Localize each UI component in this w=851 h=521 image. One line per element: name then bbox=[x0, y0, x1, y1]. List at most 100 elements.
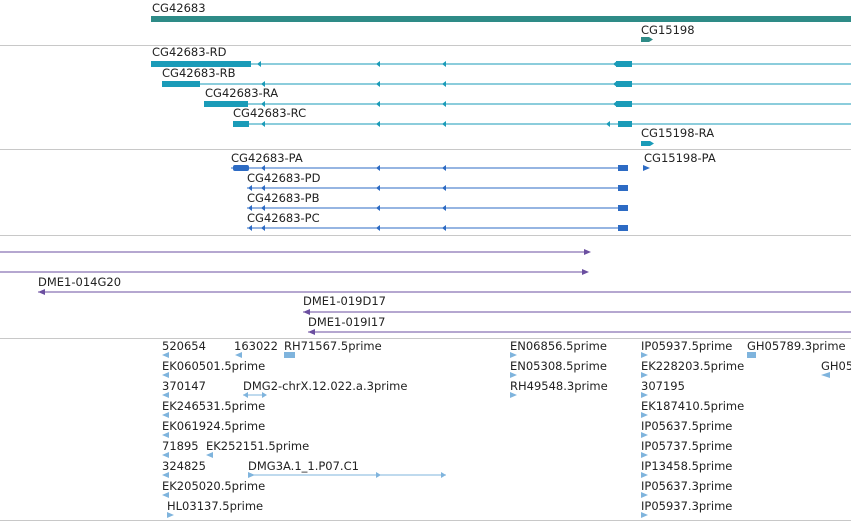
clone-label: DME1-014G20 bbox=[38, 275, 121, 289]
clone-track: DME1-014G20 DME1-019D17 DME1-019I17 bbox=[0, 249, 851, 335]
est-label: IP05637.3prime bbox=[641, 479, 732, 493]
est-feature[interactable] bbox=[641, 372, 648, 378]
est-feature[interactable] bbox=[747, 352, 756, 358]
transcript-label: CG15198-RA bbox=[641, 126, 714, 140]
protein-label: CG42683-PC bbox=[247, 211, 320, 225]
est-label: HL03137.5prime bbox=[167, 499, 263, 513]
est-feature[interactable] bbox=[510, 352, 517, 358]
exon-block[interactable] bbox=[233, 121, 249, 127]
gene-feature[interactable]: CG42683 bbox=[151, 1, 851, 22]
cds-block[interactable] bbox=[233, 165, 249, 171]
exon-block[interactable] bbox=[641, 141, 650, 146]
est-feature[interactable] bbox=[167, 512, 174, 518]
est-label: 520654 bbox=[162, 339, 206, 353]
strand-arrow-icon bbox=[643, 165, 650, 171]
exon-block[interactable] bbox=[204, 101, 248, 107]
exon-block[interactable] bbox=[618, 121, 632, 127]
est-feature[interactable] bbox=[162, 492, 169, 498]
strand-arrow-icon bbox=[650, 141, 654, 146]
transcript-label: CG42683-RC bbox=[233, 106, 306, 120]
est-label: GH05789.3prime bbox=[747, 339, 846, 353]
est-label: DMG2-chrX.12.022.a.3prime bbox=[243, 379, 407, 393]
est-label: IP05737.5prime bbox=[641, 439, 732, 453]
transcript-feature[interactable]: CG42683-RA bbox=[204, 86, 851, 107]
est-feature[interactable] bbox=[235, 352, 242, 358]
est-track: 520654 163022 RH71567.5prime EN06856.5pr… bbox=[162, 339, 851, 518]
strand-arrow-icon bbox=[649, 37, 653, 42]
exon-block[interactable] bbox=[616, 81, 632, 87]
est-label: EK246531.5prime bbox=[162, 399, 265, 413]
cds-block[interactable] bbox=[618, 225, 628, 231]
est-feature[interactable] bbox=[243, 392, 267, 398]
est-feature[interactable] bbox=[641, 472, 648, 478]
gene-track: CG42683 CG15198 bbox=[151, 1, 851, 42]
est-feature[interactable] bbox=[510, 392, 517, 398]
protein-track: CG42683-PA CG15198-PA CG42683-PD CG42683… bbox=[231, 151, 716, 231]
est-feature[interactable] bbox=[162, 432, 169, 438]
transcript-feature[interactable]: CG42683-RC bbox=[233, 106, 851, 127]
gene-label: CG42683 bbox=[152, 1, 206, 15]
protein-feature[interactable]: CG42683-PD bbox=[247, 171, 628, 191]
est-label: EN06856.5prime bbox=[510, 339, 607, 353]
clone-label: DME1-019I17 bbox=[308, 315, 386, 329]
est-feature[interactable] bbox=[641, 412, 648, 418]
est-label: RH49548.3prime bbox=[510, 379, 608, 393]
est-feature[interactable] bbox=[284, 352, 295, 358]
clone-feature[interactable]: DME1-014G20 bbox=[38, 275, 851, 295]
clone-feature[interactable] bbox=[0, 269, 589, 275]
est-feature[interactable] bbox=[162, 472, 169, 478]
est-feature[interactable] bbox=[162, 372, 169, 378]
transcript-feature[interactable]: CG15198-RA bbox=[641, 126, 714, 146]
est-feature[interactable] bbox=[510, 372, 517, 378]
protein-feature[interactable]: CG42683-PA bbox=[231, 151, 628, 171]
est-label: IP13458.5prime bbox=[641, 459, 732, 473]
clone-feature[interactable]: DME1-019I17 bbox=[308, 315, 851, 335]
est-feature[interactable] bbox=[162, 412, 169, 418]
gene-bar[interactable] bbox=[641, 37, 649, 42]
est-feature[interactable] bbox=[641, 492, 648, 498]
exon-block[interactable] bbox=[616, 61, 632, 67]
est-label: 71895 bbox=[162, 439, 199, 453]
est-label: DMG3A.1_1.P07.C1 bbox=[248, 459, 359, 473]
est-feature[interactable] bbox=[641, 432, 648, 438]
est-label: IP05937.5prime bbox=[641, 339, 732, 353]
est-label: EK252151.5prime bbox=[206, 439, 309, 453]
cds-block[interactable] bbox=[618, 205, 628, 211]
transcript-feature[interactable]: CG42683-RD bbox=[151, 45, 851, 67]
est-feature[interactable] bbox=[641, 512, 648, 518]
est-feature[interactable] bbox=[162, 352, 169, 358]
est-label: EK205020.5prime bbox=[162, 479, 265, 493]
est-label: EN05308.5prime bbox=[510, 359, 607, 373]
cds-block[interactable] bbox=[618, 165, 628, 171]
est-feature[interactable] bbox=[641, 352, 648, 358]
protein-feature[interactable]: CG42683-PC bbox=[247, 211, 628, 231]
exon-block[interactable] bbox=[162, 81, 200, 87]
protein-feature[interactable]: CG42683-PB bbox=[247, 191, 628, 211]
est-feature[interactable] bbox=[641, 452, 648, 458]
cds-block[interactable] bbox=[618, 185, 628, 191]
est-feature[interactable] bbox=[821, 372, 830, 378]
transcript-label: CG42683-RD bbox=[152, 45, 227, 59]
strand-arrow-icon bbox=[38, 289, 45, 295]
est-feature[interactable] bbox=[641, 392, 648, 398]
est-label: 307195 bbox=[641, 379, 685, 393]
est-feature[interactable] bbox=[162, 392, 169, 398]
gene-feature[interactable]: CG15198 bbox=[641, 23, 695, 42]
est-feature[interactable] bbox=[248, 472, 446, 478]
est-feature[interactable] bbox=[162, 452, 169, 458]
exon-block[interactable] bbox=[616, 101, 632, 107]
est-feature[interactable] bbox=[206, 452, 213, 458]
transcript-track: CG42683-RD CG42683-RB CG42683-RA CG42683… bbox=[151, 45, 851, 146]
clone-feature[interactable]: DME1-019D17 bbox=[303, 294, 851, 315]
gene-bar[interactable] bbox=[151, 16, 851, 22]
est-label: EK228203.5prime bbox=[641, 359, 744, 373]
protein-feature[interactable]: CG15198-PA bbox=[643, 151, 716, 171]
exon-block[interactable] bbox=[151, 61, 251, 67]
transcript-feature[interactable]: CG42683-RB bbox=[162, 66, 851, 87]
gene-label: CG15198 bbox=[641, 23, 695, 37]
transcript-label: CG42683-RA bbox=[205, 86, 278, 100]
protein-label: CG42683-PD bbox=[247, 171, 321, 185]
clone-feature[interactable] bbox=[0, 249, 591, 255]
protein-label: CG42683-PA bbox=[231, 151, 303, 165]
